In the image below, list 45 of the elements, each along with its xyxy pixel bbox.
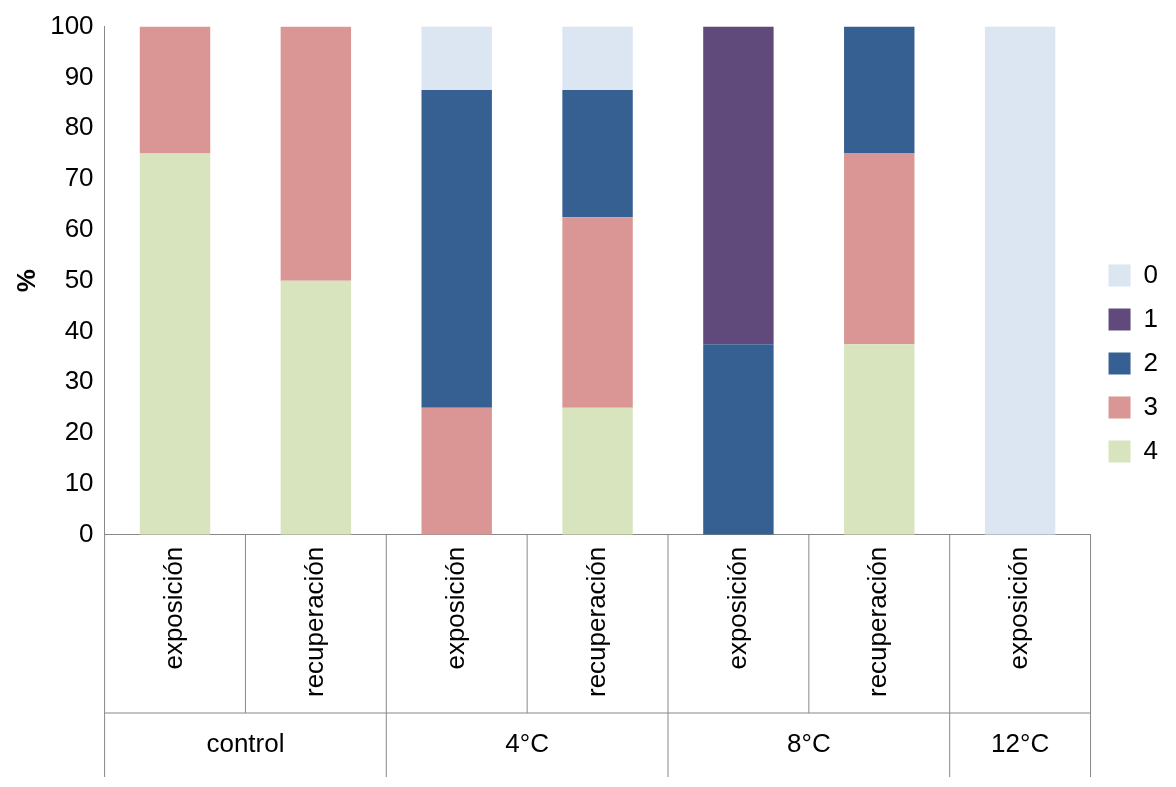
text: control	[206, 728, 285, 759]
bar	[703, 344, 774, 535]
text: 4°C	[505, 728, 549, 759]
bar	[139, 153, 211, 535]
bar	[562, 407, 633, 535]
bar	[844, 153, 915, 345]
y-tick-label: 100	[50, 9, 94, 40]
bar	[421, 26, 492, 91]
x-tick-label: recuperación	[580, 546, 611, 697]
bar	[562, 217, 633, 408]
bar	[703, 26, 774, 345]
legend-label: 1	[1143, 302, 1159, 333]
bar	[562, 26, 633, 91]
bar	[844, 26, 915, 154]
y-axis-title: %	[10, 269, 41, 293]
y-tick-label: 30	[64, 365, 94, 396]
text: 8°C	[787, 728, 831, 759]
y-tick-label: 10	[64, 467, 94, 498]
x-tick-label: recuperación	[862, 546, 893, 697]
x-tick-label: exposición	[1003, 546, 1034, 670]
legend-label: 4	[1143, 434, 1159, 465]
x-tick-label: exposición	[439, 546, 470, 670]
legend-label: 2	[1143, 346, 1159, 377]
text: 12°C	[991, 728, 1050, 759]
y-tick-label: 80	[64, 111, 94, 142]
y-tick-label: 0	[79, 517, 94, 548]
legend-label: 0	[1143, 258, 1159, 289]
x-tick-label: exposición	[158, 546, 189, 670]
legend-label: 3	[1143, 390, 1159, 421]
x-tick-label: exposición	[721, 546, 752, 670]
bar	[984, 26, 1056, 535]
y-tick-label: 20	[64, 416, 94, 447]
y-tick-label: 50	[64, 263, 94, 294]
bar	[562, 90, 633, 218]
bar	[139, 26, 211, 154]
bar	[280, 26, 352, 281]
x-tick-label: recuperación	[299, 546, 330, 697]
y-tick-label: 70	[64, 162, 94, 193]
bar	[844, 344, 915, 535]
bar	[280, 280, 352, 535]
y-tick-label: 40	[64, 314, 94, 345]
y-tick-label: 90	[64, 60, 94, 91]
bar	[421, 90, 492, 408]
y-tick-label: 60	[64, 213, 94, 244]
bar	[421, 407, 492, 535]
